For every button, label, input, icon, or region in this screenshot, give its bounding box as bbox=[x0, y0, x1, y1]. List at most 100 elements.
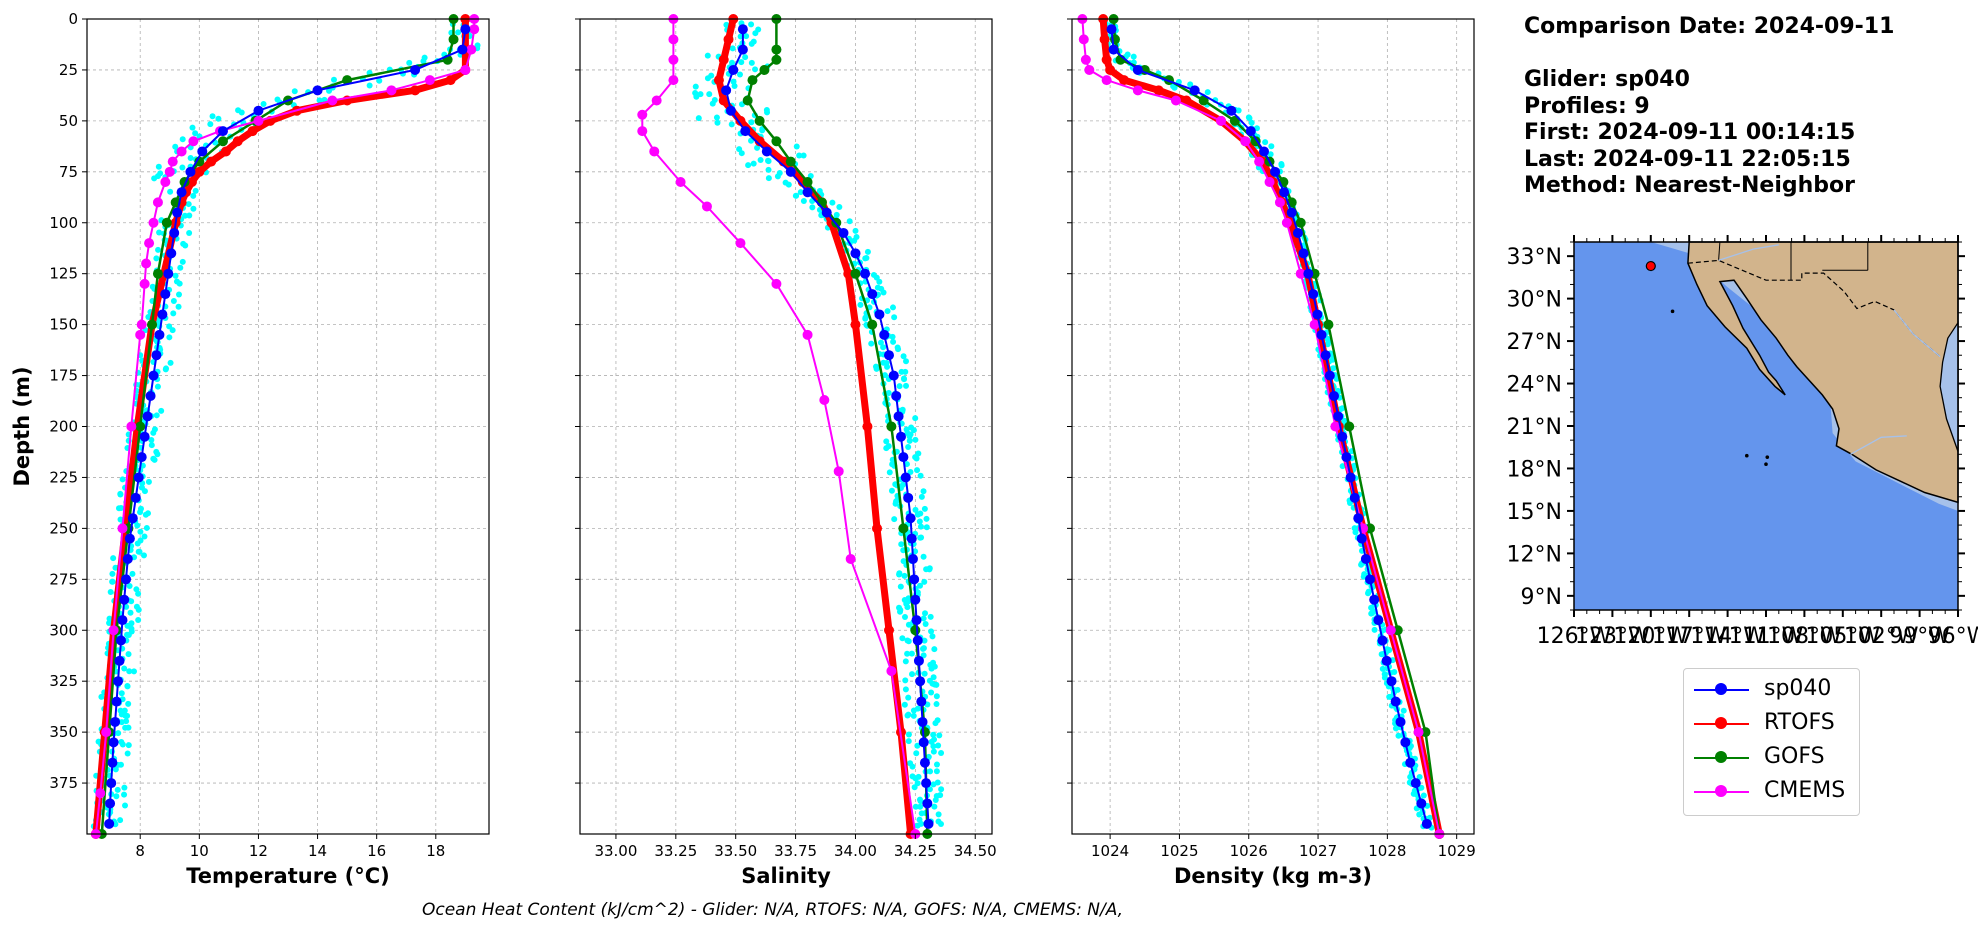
profile-point bbox=[920, 652, 927, 659]
profile-point bbox=[729, 45, 736, 52]
profile-point bbox=[888, 487, 895, 494]
series-point-sp040 bbox=[1132, 64, 1143, 75]
series-point-sp040 bbox=[113, 676, 124, 687]
profile-point bbox=[170, 298, 177, 305]
legend-swatch-marker bbox=[1715, 785, 1727, 797]
profile-point bbox=[153, 448, 160, 455]
profile-point bbox=[709, 100, 716, 107]
profile-point bbox=[901, 572, 908, 579]
series-point-cmems bbox=[1084, 64, 1095, 75]
y-tick-label: 300 bbox=[49, 621, 78, 639]
series-point-sp040 bbox=[121, 574, 132, 585]
profile-point bbox=[326, 87, 333, 94]
profile-point bbox=[145, 478, 152, 485]
profile-point bbox=[752, 66, 759, 73]
profile-point bbox=[135, 590, 142, 597]
series-point-sp040 bbox=[1108, 44, 1119, 55]
series-point-sp040 bbox=[106, 778, 117, 789]
profile-point bbox=[917, 803, 924, 810]
series-point-sp040 bbox=[884, 350, 894, 361]
series-point-sp040 bbox=[108, 737, 119, 748]
map-lat-label: 27°N bbox=[1507, 330, 1562, 355]
profile-point bbox=[934, 779, 941, 786]
profile-point bbox=[106, 619, 113, 626]
profile-point bbox=[119, 741, 126, 748]
legend-label: sp040 bbox=[1764, 676, 1832, 701]
series-point-sp040 bbox=[1308, 289, 1319, 300]
profile-point bbox=[109, 570, 116, 577]
legend-label: GOFS bbox=[1764, 744, 1825, 769]
profile-point bbox=[129, 570, 136, 577]
legend-item-gofs: GOFS bbox=[1684, 743, 1859, 773]
series-point-sp040 bbox=[907, 553, 918, 564]
x-tick-label: 14 bbox=[308, 842, 327, 860]
series-point-sp040 bbox=[197, 146, 208, 157]
profile-point bbox=[260, 100, 267, 107]
profile-point bbox=[902, 658, 909, 665]
profile-point bbox=[846, 218, 853, 225]
profile-point bbox=[1391, 669, 1398, 676]
series-point-rtofs bbox=[718, 54, 729, 65]
profile-point bbox=[748, 59, 755, 66]
series-point-cmems bbox=[1413, 727, 1424, 738]
profile-point bbox=[868, 340, 875, 347]
profile-point bbox=[110, 555, 117, 562]
profile-point bbox=[853, 234, 860, 241]
profile-point bbox=[785, 181, 792, 188]
series-point-sp040 bbox=[151, 350, 162, 361]
series-point-cmems bbox=[668, 54, 679, 65]
profile-point bbox=[932, 797, 939, 804]
profile-point bbox=[163, 365, 170, 372]
profile-point bbox=[1394, 686, 1401, 693]
profile-point bbox=[857, 301, 864, 308]
profile-point bbox=[1371, 626, 1378, 633]
profile-point bbox=[905, 711, 912, 718]
profile-point bbox=[122, 724, 129, 731]
x-tick-label: 16 bbox=[367, 842, 386, 860]
profile-point bbox=[901, 701, 908, 708]
series-point-sp040 bbox=[923, 818, 934, 829]
series-point-sp040 bbox=[1328, 390, 1339, 401]
series-point-gofs bbox=[1392, 625, 1403, 636]
series-point-rtofs bbox=[194, 166, 205, 177]
series-point-sp040 bbox=[1341, 452, 1352, 463]
salinity-panel: 33.00 33.25 33.50 33.75 34.00 34.25 34.50 Salin… bbox=[575, 14, 997, 888]
series-point-sp040 bbox=[737, 24, 748, 35]
series-point-sp040 bbox=[912, 635, 923, 646]
series-point-sp040 bbox=[1286, 207, 1297, 218]
map-island bbox=[1765, 455, 1770, 459]
x-tick-label: 33.00 bbox=[594, 842, 637, 860]
profile-point bbox=[118, 719, 125, 726]
profile-point bbox=[1378, 651, 1385, 658]
series-point-sp040 bbox=[918, 737, 929, 748]
series-point-gofs bbox=[1198, 95, 1209, 106]
y-tick-label: 125 bbox=[49, 265, 78, 283]
profile-point bbox=[909, 671, 916, 678]
profile-point bbox=[173, 278, 180, 285]
profile-point bbox=[713, 114, 720, 121]
profile-point bbox=[908, 650, 915, 657]
profile-point bbox=[179, 164, 186, 171]
profile-point bbox=[902, 677, 909, 684]
profile-point bbox=[121, 784, 128, 791]
profile-point bbox=[156, 229, 163, 236]
profile-point bbox=[137, 509, 144, 516]
last-profile-time: Last: 2024-09-11 22:05:15 bbox=[1524, 146, 1851, 172]
legend-item-rtofs: RTOFS bbox=[1684, 709, 1859, 739]
profile-point bbox=[836, 204, 843, 211]
profile-point bbox=[829, 199, 836, 206]
profile-point bbox=[125, 700, 132, 707]
profile-point bbox=[723, 21, 730, 28]
map-island bbox=[1745, 453, 1749, 458]
series-point-cmems bbox=[1281, 217, 1292, 228]
series-point-cmems bbox=[802, 329, 813, 340]
profile-point bbox=[883, 438, 890, 445]
profile-point bbox=[186, 212, 193, 219]
series-point-sp040 bbox=[111, 696, 122, 707]
profile-point bbox=[926, 786, 933, 793]
profile-point bbox=[130, 668, 137, 675]
profile-point bbox=[376, 77, 383, 84]
profile-point bbox=[115, 505, 122, 512]
series-point-cmems bbox=[1254, 156, 1265, 167]
series-point-sp040 bbox=[119, 594, 130, 605]
